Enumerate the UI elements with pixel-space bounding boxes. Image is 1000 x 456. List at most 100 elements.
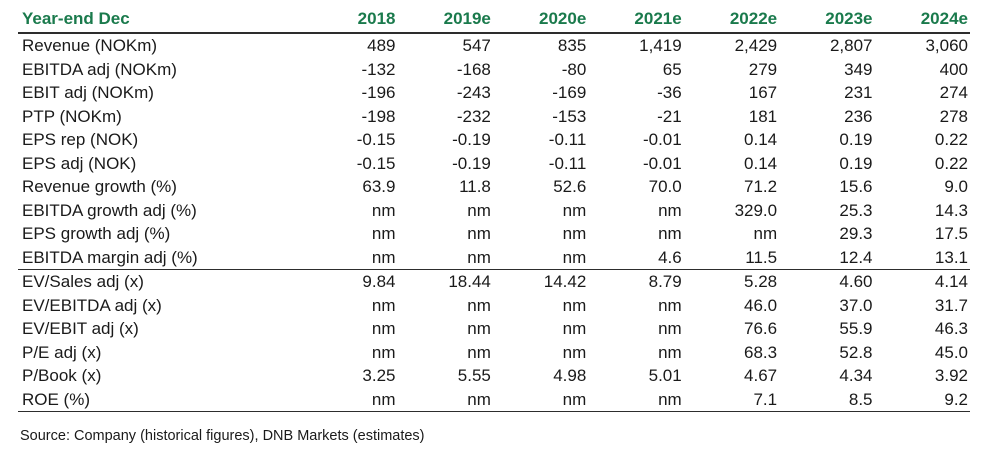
table-cell: 70.0 — [648, 177, 682, 196]
table-body: Revenue (NOKm) 489 547 835 1,419 2,429 2,807 3,… — [18, 33, 970, 412]
table-cell: 76.6 — [744, 319, 778, 338]
table-cell: -132 — [361, 59, 396, 79]
table-cell: 0.22 — [934, 130, 968, 149]
financial-table-container: Year-end Dec 2018 2019e 2020e 2021e 2022… — [18, 6, 970, 412]
header-year-2023e: 2023e — [779, 6, 875, 34]
table-cell: 279 — [748, 59, 778, 79]
table-cell: 18.44 — [397, 269, 493, 294]
header-year-2024e: 2024e — [874, 6, 970, 34]
table-cell: -196 — [361, 83, 396, 102]
table-cell: nm — [658, 319, 682, 338]
table-row: EPS adj (NOK) -0.15 -0.19 -0.11 -0.01 0.14 0.1… — [18, 152, 970, 176]
table-cell: 489 — [367, 36, 396, 55]
table-cell: nm — [562, 224, 587, 243]
table-cell: nm — [658, 200, 682, 220]
table-cell: nm — [467, 247, 491, 267]
table-cell: -0.01 — [642, 130, 682, 149]
header-year-2022e: 2022e — [683, 6, 780, 34]
table-cell: 3.92 — [934, 366, 968, 385]
table-cell: nm — [658, 342, 682, 362]
table-cell: nm — [371, 295, 396, 315]
table-cell: -232 — [456, 106, 491, 126]
table-row: EPS growth adj (%) nm nm nm nm nm 29.3 17.5 — [18, 222, 970, 246]
row-label: ROE (%) — [18, 387, 303, 412]
table-cell: 13.1 — [934, 247, 968, 267]
table-cell: 4.60 — [779, 269, 875, 294]
table-cell: nm — [371, 247, 396, 267]
table-cell: 274 — [939, 83, 968, 102]
table-cell: 5.01 — [648, 366, 682, 385]
table-row: P/E adj (x) nm nm nm nm 68.3 52.8 45.0 — [18, 341, 970, 365]
table-cell: nm — [302, 387, 398, 412]
row-label: P/Book (x) — [22, 366, 102, 385]
table-cell: 3,060 — [925, 36, 968, 55]
table-cell: 4.14 — [874, 269, 970, 294]
table-cell: 181 — [748, 106, 778, 126]
table-cell: -36 — [657, 83, 682, 102]
table-cell: nm — [562, 200, 587, 220]
table-cell: -0.19 — [452, 153, 491, 173]
table-cell: 2,807 — [829, 36, 873, 55]
source-note: Source: Company (historical figures), DN… — [20, 428, 425, 444]
table-cell: 167 — [748, 83, 778, 102]
row-label: EV/EBIT adj (x) — [22, 319, 139, 338]
table-cell: 278 — [939, 106, 968, 126]
row-label: P/E adj (x) — [22, 342, 102, 362]
table-cell: 52.6 — [553, 177, 587, 196]
table-cell: 4.67 — [744, 366, 778, 385]
table-row: EV/Sales adj (x) 9.84 18.44 14.42 8.79 5.28 4.… — [18, 269, 970, 294]
table-cell: 17.5 — [934, 224, 968, 243]
table-cell: nm — [562, 295, 587, 315]
row-label: EBITDA adj (NOKm) — [22, 59, 177, 79]
table-cell: 29.3 — [839, 224, 873, 243]
table-row: EBIT adj (NOKm) -196 -243 -169 -36 167 231 274 — [18, 81, 970, 105]
table-cell: -0.19 — [452, 130, 491, 149]
row-label: PTP (NOKm) — [22, 106, 122, 126]
header-year-2020e: 2020e — [492, 6, 589, 34]
row-label: EPS rep (NOK) — [22, 130, 139, 149]
table-cell: 15.6 — [839, 177, 873, 196]
table-cell: 45.0 — [934, 342, 968, 362]
table-row: EBITDA growth adj (%) nm nm nm nm 329.0 25.3 14… — [18, 199, 970, 223]
row-label: EBIT adj (NOKm) — [22, 83, 154, 102]
table-row: Revenue growth (%) 63.9 11.8 52.6 70.0 71.2 15… — [18, 175, 970, 199]
table-cell: nm — [371, 319, 396, 338]
table-cell: -168 — [456, 59, 491, 79]
table-cell: nm — [562, 342, 587, 362]
table-cell: nm — [467, 200, 491, 220]
table-header-row: Year-end Dec 2018 2019e 2020e 2021e 2022… — [18, 6, 970, 34]
table-cell: 9.2 — [874, 387, 970, 412]
table-cell: -0.11 — [548, 153, 587, 173]
table-cell: 329.0 — [734, 200, 778, 220]
table-cell: -0.01 — [642, 153, 682, 173]
header-year-2018: 2018 — [302, 6, 398, 34]
row-label: EPS adj (NOK) — [22, 153, 137, 173]
table-cell: nm — [658, 295, 682, 315]
table-cell: nm — [467, 295, 491, 315]
row-label: EBITDA growth adj (%) — [22, 200, 197, 220]
table-cell: 5.55 — [457, 366, 491, 385]
table-cell: 63.9 — [362, 177, 396, 196]
table-row: Revenue (NOKm) 489 547 835 1,419 2,429 2,807 3,… — [18, 33, 970, 58]
table-cell: -0.15 — [356, 130, 396, 149]
table-cell: 12.4 — [839, 247, 873, 267]
table-cell: 1,419 — [639, 36, 682, 55]
table-cell: -80 — [561, 59, 587, 79]
table-row: EV/EBITDA adj (x) nm nm nm nm 46.0 37.0 31.7 — [18, 294, 970, 318]
table-row: P/Book (x) 3.25 5.55 4.98 5.01 4.67 4.34 3.92 — [18, 364, 970, 388]
table-cell: 0.22 — [934, 153, 968, 173]
table-cell: 68.3 — [744, 342, 778, 362]
table-cell: 8.79 — [588, 269, 684, 294]
table-cell: nm — [658, 224, 682, 243]
table-cell: nm — [753, 224, 778, 243]
table-cell: 14.42 — [492, 269, 589, 294]
table-cell: nm — [467, 342, 491, 362]
table-cell: 55.9 — [839, 319, 873, 338]
table-cell: 5.28 — [683, 269, 780, 294]
table-cell: 4.98 — [553, 366, 587, 385]
table-cell: 8.5 — [779, 387, 875, 412]
table-cell: 9.84 — [302, 269, 398, 294]
row-label: EPS growth adj (%) — [22, 224, 171, 243]
table-cell: 2,429 — [734, 36, 778, 55]
table-cell: 7.1 — [683, 387, 780, 412]
